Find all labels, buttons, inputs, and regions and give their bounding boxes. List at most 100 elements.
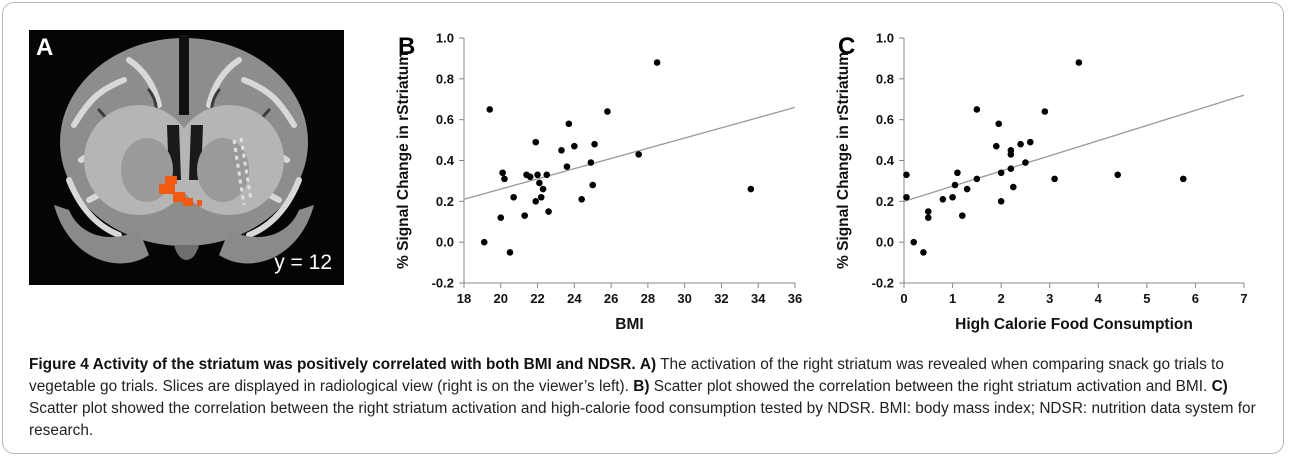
x-tick-label: 22 bbox=[530, 291, 544, 306]
y-axis-label: % Signal Change in rStriatum bbox=[395, 52, 412, 269]
y-axis-label: % Signal Change in rStriatum bbox=[835, 52, 852, 269]
figure-caption: Figure 4 Activity of the striatum was po… bbox=[29, 354, 1264, 442]
data-point bbox=[924, 214, 932, 221]
data-point bbox=[903, 171, 910, 179]
y-tick-label: 0.0 bbox=[876, 235, 894, 250]
data-point bbox=[920, 249, 927, 256]
x-tick-label: 26 bbox=[604, 291, 618, 306]
data-point bbox=[1017, 140, 1024, 148]
data-point bbox=[635, 151, 642, 158]
y-tick-label: -0.2 bbox=[432, 276, 454, 291]
data-point bbox=[997, 198, 1005, 205]
x-tick-label: 30 bbox=[677, 291, 691, 306]
data-point bbox=[480, 238, 488, 246]
data-point bbox=[545, 208, 552, 215]
y-tick-label: 0.8 bbox=[436, 71, 454, 86]
y-tick-label: 0.2 bbox=[436, 194, 454, 209]
data-point bbox=[565, 120, 573, 128]
data-point bbox=[973, 106, 981, 113]
x-axis-label: BMI bbox=[615, 316, 643, 333]
data-point bbox=[499, 169, 506, 177]
data-point bbox=[1022, 159, 1029, 166]
data-point bbox=[587, 159, 595, 166]
caption-a-text: The activation of the right striatum was… bbox=[29, 356, 1224, 395]
data-point bbox=[526, 173, 534, 181]
data-point bbox=[954, 169, 961, 177]
x-tick-label: 6 bbox=[1192, 291, 1199, 306]
data-point bbox=[536, 179, 543, 187]
x-tick-label: 4 bbox=[1095, 291, 1103, 306]
x-tick-label: 28 bbox=[641, 291, 655, 306]
caption-c-label: C) bbox=[1211, 378, 1228, 395]
x-tick-label: 32 bbox=[714, 291, 728, 306]
data-point bbox=[578, 195, 585, 203]
data-point bbox=[589, 181, 597, 189]
data-point bbox=[534, 171, 541, 179]
data-point bbox=[997, 169, 1005, 177]
data-point bbox=[497, 214, 505, 221]
data-point bbox=[1051, 175, 1058, 183]
data-point bbox=[992, 142, 1000, 150]
y-tick-label: 0.8 bbox=[876, 71, 894, 86]
data-point bbox=[543, 171, 551, 179]
data-point bbox=[1007, 165, 1015, 172]
caption-c-text: Scatter plot showed the correlation betw… bbox=[29, 400, 1256, 439]
data-point bbox=[591, 140, 598, 148]
x-tick-label: 7 bbox=[1240, 291, 1247, 306]
data-point bbox=[521, 212, 528, 219]
brain-slice-panel: A y = 12 bbox=[29, 30, 344, 285]
scatter-chart-bmi: B -0.2 0.0 0.2 0.4 0.6 0.8 1.0 18 20 22 24 26 28 30 32 3… bbox=[395, 31, 802, 334]
data-point bbox=[1026, 138, 1034, 146]
data-point bbox=[571, 142, 578, 150]
x-axis-label: High Calorie Food Consumption bbox=[955, 316, 1193, 333]
panel-letter-c: C bbox=[838, 33, 855, 60]
data-point bbox=[995, 120, 1003, 128]
brain-slice-image bbox=[54, 35, 314, 264]
y-tick-label: 0.6 bbox=[436, 112, 454, 127]
trend-line bbox=[463, 106, 796, 200]
caption-title: Figure 4 Activity of the striatum was po… bbox=[29, 356, 636, 373]
data-point bbox=[532, 198, 540, 205]
x-tick-label: 1 bbox=[949, 291, 956, 306]
data-point bbox=[1041, 108, 1049, 115]
x-tick-label: 18 bbox=[457, 291, 471, 306]
data-point bbox=[939, 195, 947, 203]
data-point bbox=[949, 193, 956, 201]
x-tick-label: 5 bbox=[1143, 291, 1150, 306]
data-point bbox=[537, 193, 545, 201]
y-tick-label: 0.2 bbox=[876, 194, 894, 209]
y-tick-label: 0.4 bbox=[436, 153, 455, 168]
data-point bbox=[1179, 175, 1187, 183]
x-tick-label: 20 bbox=[494, 291, 508, 306]
caption-b-label: B) bbox=[633, 378, 650, 395]
x-tick-label: 24 bbox=[567, 291, 582, 306]
data-point bbox=[958, 212, 966, 219]
data-point bbox=[1009, 183, 1017, 191]
panel-letter-b: B bbox=[398, 33, 415, 60]
x-tick-label: 3 bbox=[1046, 291, 1053, 306]
data-point bbox=[532, 138, 540, 146]
y-tick-label: 1.0 bbox=[436, 31, 454, 46]
y-tick-label: 0.6 bbox=[876, 112, 894, 127]
data-point bbox=[558, 146, 565, 154]
data-point bbox=[1007, 146, 1015, 154]
data-point bbox=[1114, 171, 1122, 179]
data-point bbox=[951, 181, 959, 189]
y-tick-label: 0.0 bbox=[436, 235, 454, 250]
data-point bbox=[747, 185, 755, 193]
x-tick-label: 2 bbox=[998, 291, 1005, 306]
data-point bbox=[973, 175, 981, 183]
x-tick-label: 36 bbox=[788, 291, 802, 306]
data-point bbox=[1075, 59, 1083, 66]
x-tick-label: 34 bbox=[751, 291, 766, 306]
data-point bbox=[963, 185, 971, 193]
trend-line bbox=[903, 94, 1245, 202]
data-point bbox=[910, 238, 918, 246]
data-point bbox=[903, 193, 910, 201]
data-point bbox=[510, 193, 517, 201]
data-point bbox=[486, 106, 494, 113]
panel-a-letter: A bbox=[36, 34, 54, 61]
data-point bbox=[563, 163, 571, 170]
data-point bbox=[604, 108, 611, 115]
data-point bbox=[653, 59, 661, 66]
